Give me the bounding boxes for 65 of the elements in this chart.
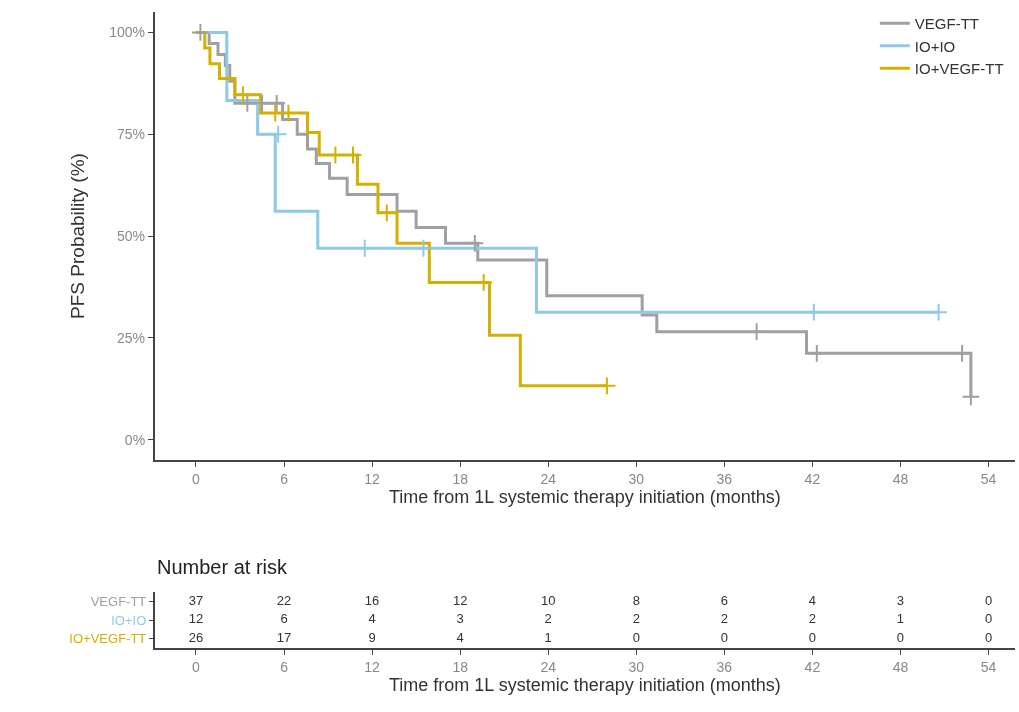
data-label: 2	[808, 611, 817, 627]
data-label: 0	[984, 629, 993, 645]
data-label: 0	[720, 629, 728, 645]
data-label: 0	[984, 611, 993, 627]
x-tick-label: 54	[980, 658, 997, 675]
y-tick-label: 25%	[117, 329, 146, 346]
data-label: 0	[632, 629, 640, 645]
data-label: 1	[544, 629, 552, 645]
x-tick-label: 18	[452, 658, 469, 675]
x-tick-label: 30	[628, 658, 645, 675]
data-label: 9	[368, 629, 376, 645]
x-tick-label: 0	[192, 658, 201, 675]
x-tick-label: 30	[628, 470, 645, 487]
data-label: 3	[896, 592, 905, 608]
x-tick-label: 36	[716, 470, 733, 487]
x-tick-label: 18	[452, 470, 469, 487]
x-axis-title: Time from 1L systemic therapy initiation (months)	[389, 674, 781, 695]
y-axis-title: PFS Probability (%)	[66, 153, 88, 319]
y-tick-label: IO+IO	[111, 612, 147, 628]
data-label: 1	[896, 611, 905, 627]
data-label: 2	[720, 611, 728, 627]
x-tick-label: 42	[804, 470, 821, 487]
x-tick-label: 24	[540, 658, 557, 675]
data-label: 0	[808, 629, 817, 645]
data-label: 3	[456, 611, 464, 627]
legend-label: IO+VEGF-TT	[914, 60, 1004, 78]
y-tick-label: 75%	[117, 126, 146, 143]
data-label: 2	[632, 611, 640, 627]
x-tick-label: 24	[540, 470, 557, 487]
x-axis-title: Time from 1L systemic therapy initiation (months)	[389, 486, 781, 507]
data-label: 0	[984, 592, 993, 608]
data-label: 6	[720, 592, 728, 608]
data-label: 26	[188, 629, 204, 645]
data-label: 4	[808, 592, 817, 608]
x-tick-label: 12	[364, 470, 381, 487]
x-tick-label: 48	[892, 470, 909, 487]
x-tick-label: 54	[980, 470, 997, 487]
legend-label: IO+IO	[914, 37, 956, 55]
data-label: 6	[280, 611, 288, 627]
x-tick-label: 42	[804, 658, 821, 675]
y-tick-label: VEGF-TT	[90, 594, 147, 610]
x-tick-label: 12	[364, 658, 381, 675]
x-tick-label: 6	[280, 470, 289, 487]
data-label: 12	[452, 592, 468, 608]
x-tick-label: 0	[192, 470, 201, 487]
data-label: 16	[364, 592, 380, 608]
data-label: 2	[544, 611, 552, 627]
chart-title: Number at risk	[157, 556, 289, 578]
y-tick-label: 50%	[117, 227, 146, 244]
data-label: 10	[540, 592, 556, 608]
x-tick-label: 48	[892, 658, 909, 675]
data-label: 22	[276, 592, 292, 608]
data-label: 4	[368, 611, 376, 627]
x-tick-label: 36	[716, 658, 733, 675]
legend-label: VEGF-TT	[914, 15, 979, 33]
data-label: 12	[188, 611, 204, 627]
x-tick-label: 6	[280, 658, 289, 675]
y-tick-label: 100%	[109, 24, 146, 41]
y-tick-label: IO+VEGF-TT	[69, 631, 147, 647]
data-label: 8	[632, 592, 640, 608]
data-label: 0	[896, 629, 905, 645]
data-label: 37	[188, 592, 204, 608]
data-label: 4	[456, 629, 464, 645]
y-tick-label: 0%	[124, 431, 146, 448]
data-label: 17	[276, 629, 292, 645]
